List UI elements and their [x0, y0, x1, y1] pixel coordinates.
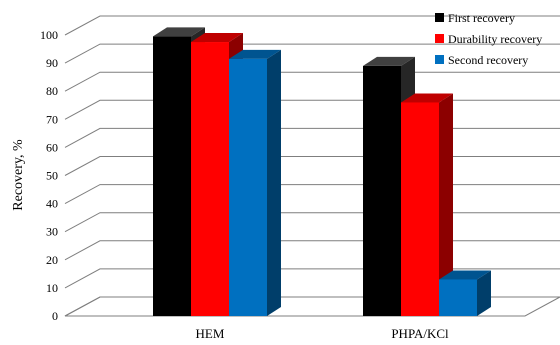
bar-top: [153, 27, 205, 37]
gridline: [64, 71, 560, 92]
bar-front: [191, 42, 229, 317]
bars: [153, 27, 491, 317]
bar-front: [229, 58, 267, 316]
legend-label: First recovery: [448, 11, 515, 25]
y-tick-label: 10: [46, 281, 58, 295]
gridline: [64, 43, 560, 64]
y-tick-label: 40: [46, 197, 58, 211]
bar-side: [477, 270, 491, 316]
y-tick-label: 70: [46, 112, 58, 126]
y-tick-label: 20: [46, 253, 58, 267]
y-tick-label: 90: [46, 56, 58, 70]
y-tick-label: 50: [46, 169, 58, 183]
gridline: [64, 212, 560, 233]
legend-item: Durability recovery: [435, 32, 542, 46]
legend-item: First recovery: [435, 11, 515, 25]
bar-1-1: [401, 93, 453, 316]
gridline: [64, 15, 560, 36]
gridline: [64, 99, 560, 120]
legend-item: Second recovery: [435, 53, 528, 67]
y-axis-label: Recovery, %: [11, 139, 26, 211]
gridline: [64, 127, 560, 148]
gridline: [64, 240, 560, 261]
legend-swatch: [435, 34, 444, 43]
bar-side: [267, 49, 281, 316]
legend-swatch: [435, 55, 444, 64]
gridline: [64, 184, 560, 205]
bar-0-2: [229, 49, 281, 316]
x-category-label: HEM: [196, 326, 225, 341]
y-tick-label: 30: [46, 225, 58, 239]
bar-top: [191, 33, 243, 43]
bar-top: [363, 56, 415, 66]
x-category-label: PHPA/KCl: [391, 326, 449, 341]
gridline: [64, 156, 560, 176]
y-axis-ticks: 0 10 20 30 40 50 60 70 80 90 100: [40, 28, 58, 323]
bar-top: [401, 93, 453, 103]
legend-label: Durability recovery: [448, 32, 542, 46]
legend-label: Second recovery: [448, 53, 528, 67]
x-axis-categories: HEM PHPA/KCl: [196, 326, 449, 341]
y-tick-label: 0: [52, 309, 58, 323]
bar-front: [401, 102, 439, 316]
bar-side: [439, 93, 453, 316]
bar-top: [439, 270, 491, 280]
y-tick-label: 100: [40, 28, 58, 42]
bar-front: [363, 65, 401, 316]
y-tick-label: 60: [46, 140, 58, 154]
bar-1-2: [439, 270, 491, 316]
bar-front: [153, 36, 191, 316]
bar-top: [229, 49, 281, 59]
legend: First recovery Durability recovery Second …: [435, 11, 542, 67]
legend-swatch: [435, 13, 444, 22]
bar-front: [439, 279, 477, 316]
y-tick-label: 80: [46, 84, 58, 98]
